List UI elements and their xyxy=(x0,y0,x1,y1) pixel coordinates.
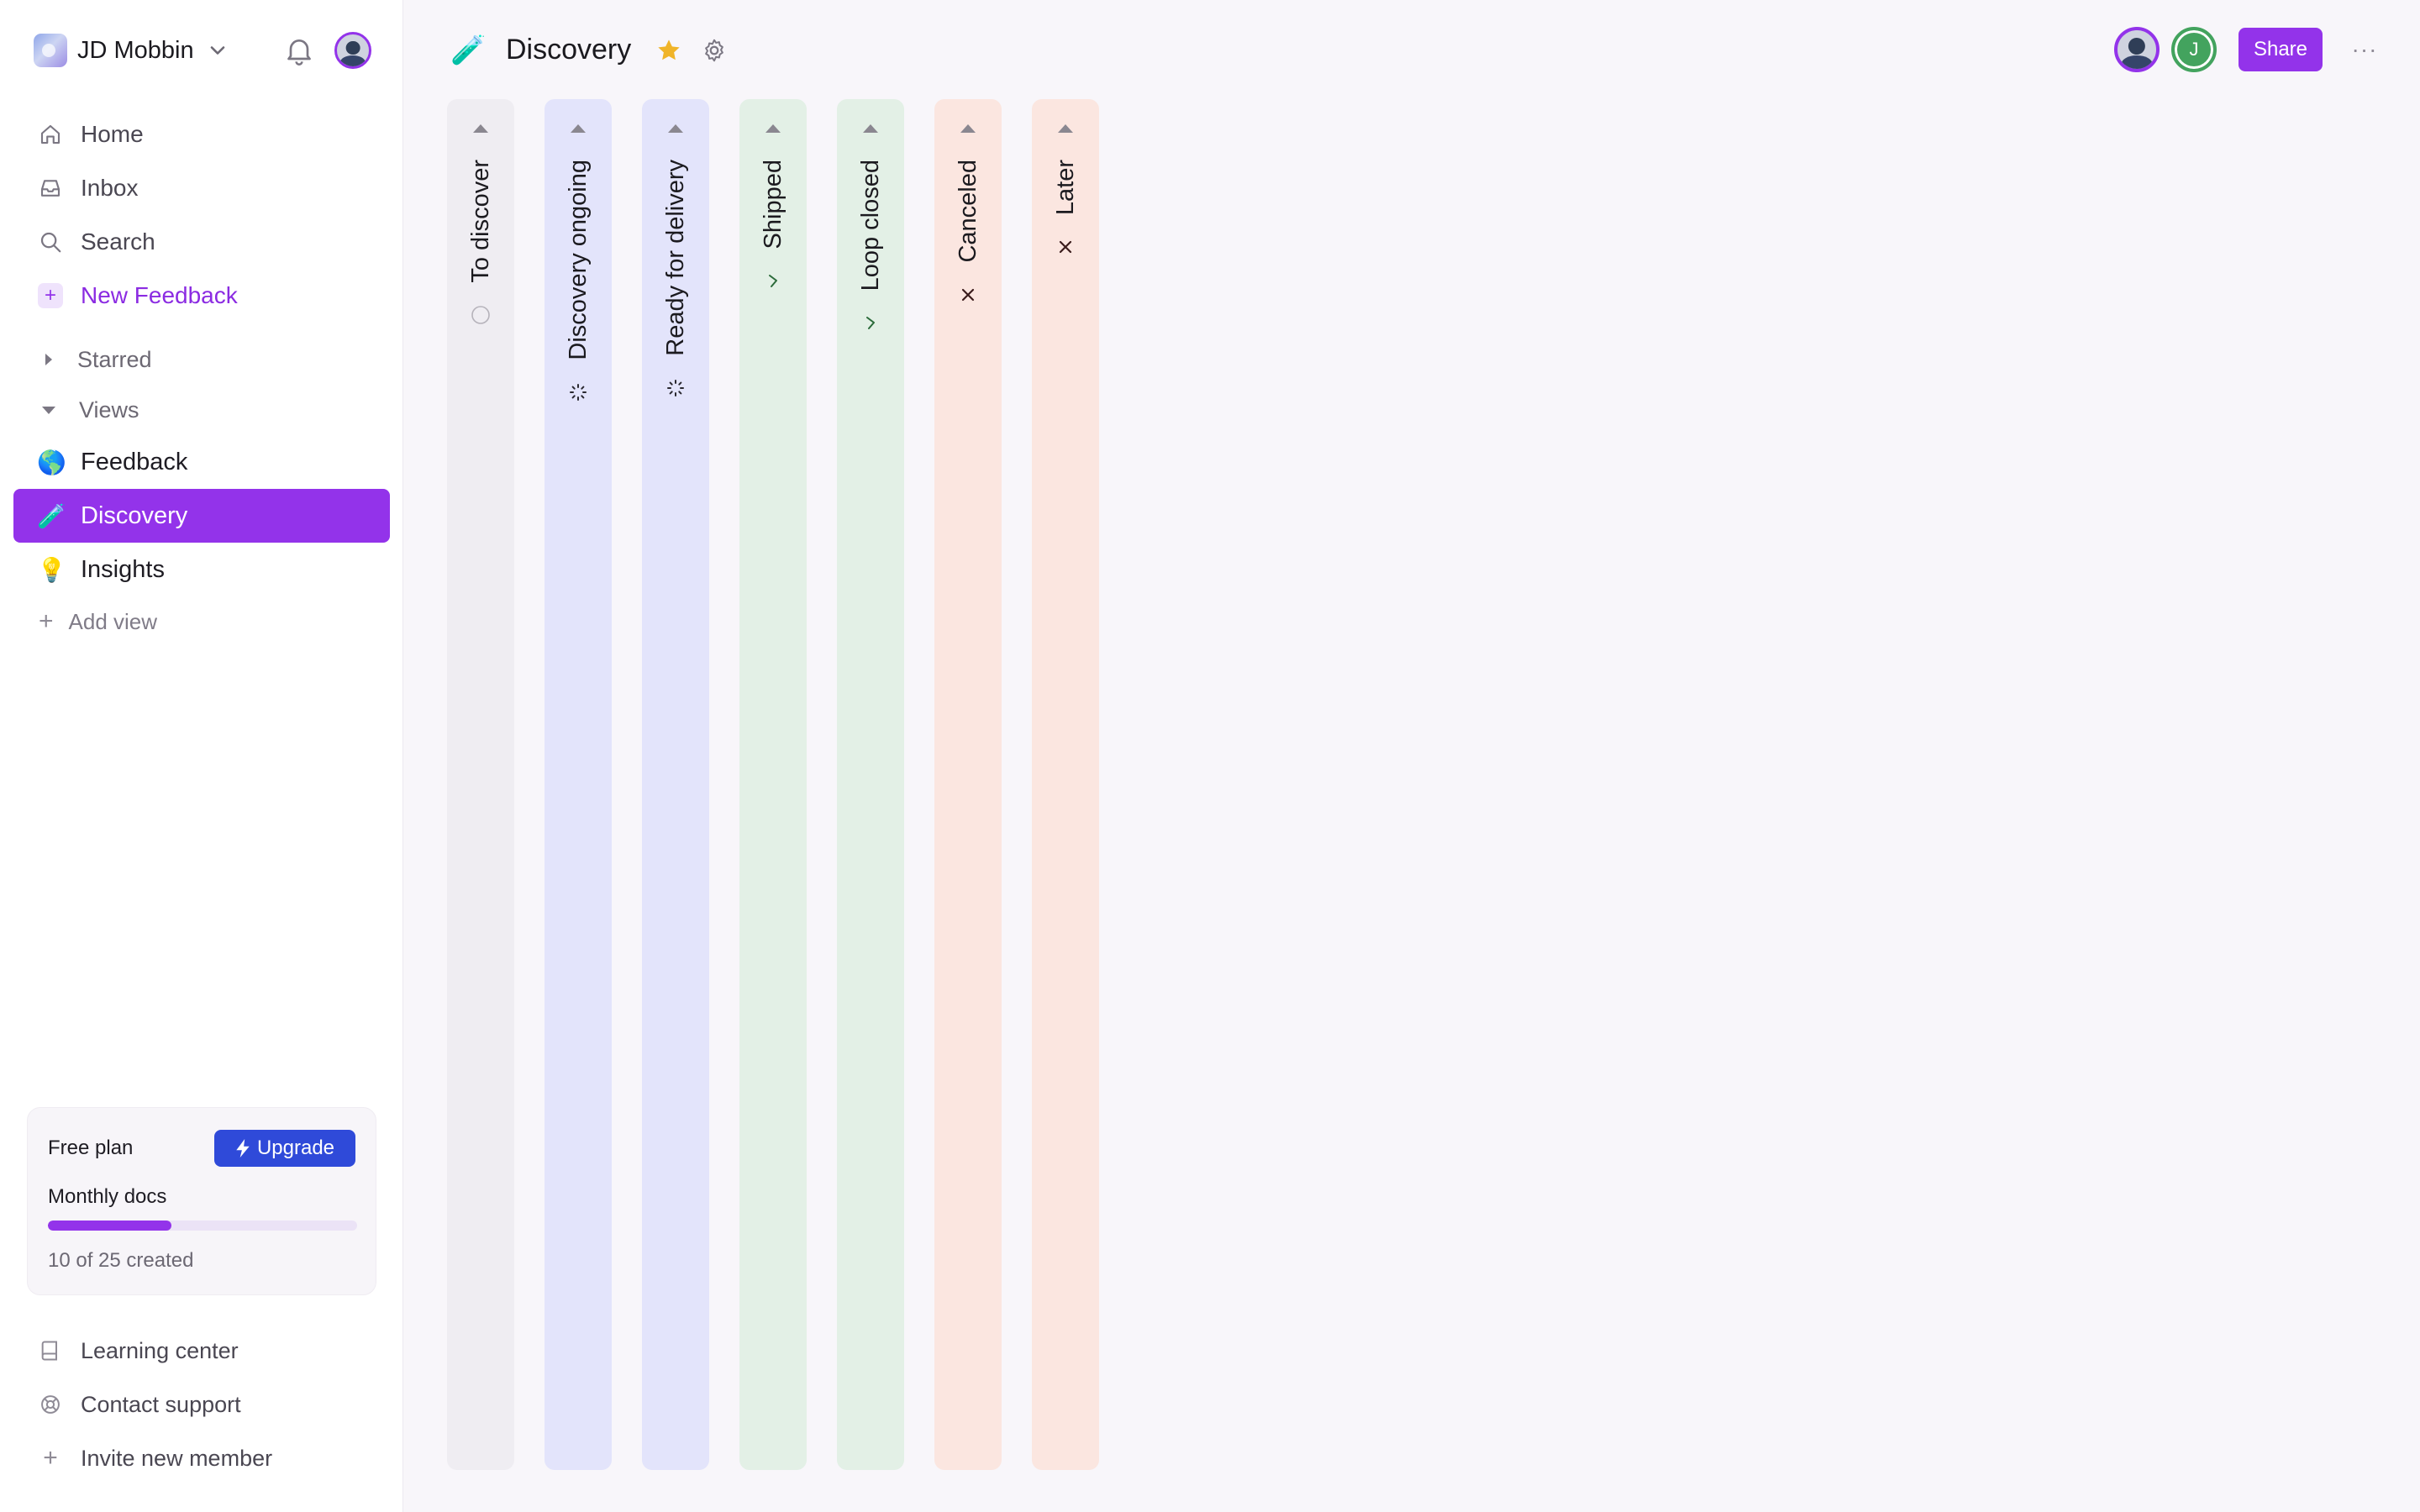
view-discovery-label: Discovery xyxy=(81,501,188,529)
progress-dots-icon xyxy=(568,382,588,402)
nav-search[interactable]: Search xyxy=(13,215,390,269)
view-insights[interactable]: 💡 Insights xyxy=(13,543,390,596)
empty-circle-icon xyxy=(471,305,491,325)
docs-progress-bar xyxy=(48,1221,357,1231)
board-column[interactable]: Shipped xyxy=(739,99,807,1470)
test-tube-icon: 🧪 xyxy=(450,34,487,66)
docs-count: 10 of 25 created xyxy=(48,1249,194,1272)
bolt-icon xyxy=(236,1139,250,1158)
bell-icon[interactable] xyxy=(282,34,316,67)
cross-icon xyxy=(958,285,978,305)
new-feedback-button[interactable]: + New Feedback xyxy=(13,269,390,323)
invite-member-link[interactable]: + Invite new member xyxy=(13,1431,390,1485)
view-insights-label: Insights xyxy=(81,555,165,583)
share-button[interactable]: Share xyxy=(2238,28,2323,71)
globe-icon: 🌎 xyxy=(37,449,66,475)
collapse-arrow-icon[interactable] xyxy=(668,124,683,133)
caret-down-icon xyxy=(42,406,55,414)
workspace-logo xyxy=(34,34,67,67)
more-options-icon[interactable]: ··· xyxy=(2351,36,2378,62)
contact-support-label: Contact support xyxy=(81,1391,241,1417)
collapse-arrow-icon[interactable] xyxy=(863,124,878,133)
footer-links: Learning center Contact support + Invite… xyxy=(13,1324,390,1485)
nav-search-label: Search xyxy=(81,228,155,255)
collapse-arrow-icon[interactable] xyxy=(765,124,781,133)
home-icon xyxy=(37,121,64,148)
learning-center-link[interactable]: Learning center xyxy=(13,1324,390,1378)
user-avatar[interactable] xyxy=(334,32,371,69)
upgrade-button[interactable]: Upgrade xyxy=(214,1130,355,1167)
column-title: Later xyxy=(1052,160,1079,216)
column-title: Canceled xyxy=(955,160,981,263)
page-title: Discovery xyxy=(506,34,632,66)
new-feedback-label: New Feedback xyxy=(81,282,238,308)
learning-center-label: Learning center xyxy=(81,1337,239,1363)
test-tube-icon: 🧪 xyxy=(37,502,66,529)
member-avatar-initial[interactable]: J xyxy=(2171,27,2217,72)
check-icon xyxy=(860,312,881,333)
column-title: To discover xyxy=(467,160,494,283)
section-views[interactable]: Views xyxy=(13,385,390,435)
board-column[interactable]: Discovery ongoing xyxy=(544,99,612,1470)
cross-icon xyxy=(1055,237,1076,257)
lightbulb-icon: 💡 xyxy=(37,556,66,583)
column-title: Discovery ongoing xyxy=(565,160,592,360)
nav-home-label: Home xyxy=(81,121,144,147)
star-icon[interactable] xyxy=(655,37,682,64)
book-icon xyxy=(37,1337,64,1364)
collapse-arrow-icon[interactable] xyxy=(571,124,586,133)
plan-name: Free plan xyxy=(48,1137,134,1159)
progress-dots-icon xyxy=(666,378,686,398)
chevron-down-icon xyxy=(210,46,224,55)
add-view-button[interactable]: + Add view xyxy=(13,596,390,647)
section-starred-label: Starred xyxy=(77,346,152,372)
docs-progress-fill xyxy=(48,1221,172,1231)
board-column[interactable]: Canceled xyxy=(934,99,1002,1470)
member-list: J Share ··· xyxy=(2114,27,2420,72)
nav-inbox-label: Inbox xyxy=(81,175,139,201)
workspace-name: JD Mobbin xyxy=(77,36,194,64)
contact-support-link[interactable]: Contact support xyxy=(13,1378,390,1431)
member-avatar[interactable] xyxy=(2114,27,2160,72)
board-column[interactable]: Loop closed xyxy=(837,99,904,1470)
collapse-arrow-icon[interactable] xyxy=(473,124,488,133)
board-column[interactable]: Later xyxy=(1032,99,1099,1470)
search-icon xyxy=(37,228,64,255)
lifebuoy-icon xyxy=(37,1391,64,1418)
view-feedback-label: Feedback xyxy=(81,448,188,475)
collapse-arrow-icon[interactable] xyxy=(960,124,976,133)
column-title: Ready for delivery xyxy=(662,160,689,356)
nav-home[interactable]: Home xyxy=(13,108,390,161)
gear-icon[interactable] xyxy=(701,37,728,64)
page-header: 🧪 Discovery J Share ··· xyxy=(403,0,2420,104)
view-feedback[interactable]: 🌎 Feedback xyxy=(13,435,390,489)
inbox-icon xyxy=(37,175,64,202)
board-column[interactable]: Ready for delivery xyxy=(642,99,709,1470)
column-title: Shipped xyxy=(760,160,786,249)
plus-icon: + xyxy=(43,1444,58,1472)
nav-inbox[interactable]: Inbox xyxy=(13,161,390,215)
plus-icon: + xyxy=(37,282,64,309)
invite-member-label: Invite new member xyxy=(81,1445,273,1471)
section-views-label: Views xyxy=(79,396,139,423)
sidebar: JD Mobbin Home Inbox Search xyxy=(0,0,403,1512)
main-nav: Home Inbox Search + New Feedback Starred… xyxy=(13,108,390,647)
upgrade-label: Upgrade xyxy=(256,1137,335,1159)
board-column[interactable]: To discover xyxy=(447,99,514,1470)
check-icon xyxy=(763,270,783,291)
plan-card: Free plan Upgrade Monthly docs 10 of 25 … xyxy=(27,1107,376,1295)
plus-icon: + xyxy=(39,607,54,635)
column-title: Loop closed xyxy=(857,160,884,291)
view-discovery[interactable]: 🧪 Discovery xyxy=(13,489,390,543)
section-starred[interactable]: Starred xyxy=(13,334,390,385)
monthly-docs-label: Monthly docs xyxy=(48,1185,167,1208)
caret-right-icon xyxy=(45,354,52,365)
add-view-label: Add view xyxy=(68,608,158,634)
collapse-arrow-icon[interactable] xyxy=(1058,124,1073,133)
workspace-switcher[interactable]: JD Mobbin xyxy=(34,32,229,69)
